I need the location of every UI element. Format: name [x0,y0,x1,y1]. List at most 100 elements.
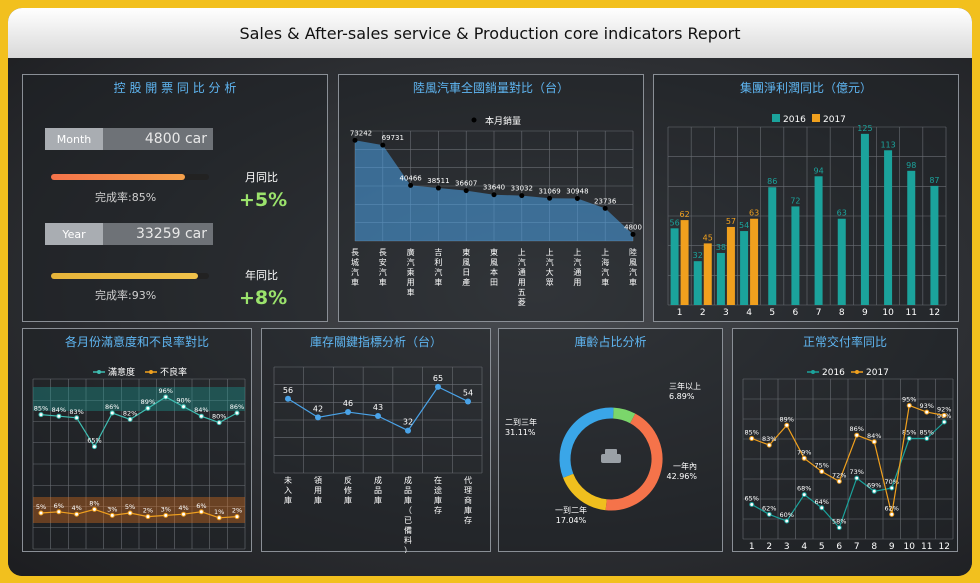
year-yoy-label: 年同比 [245,269,278,282]
sales-category-label: 吉 [434,248,442,257]
sales-value-label: 69731 [382,134,404,142]
year-progress-fill [51,273,198,279]
inventory-value-label: 43 [373,403,383,412]
delivery-value-label: 69% [867,481,881,489]
satisfaction-value-label: 89% [141,398,155,406]
delivery-tick-label: 11 [921,542,932,552]
delivery-tick-label: 5 [819,542,825,552]
delivery-point [784,518,790,524]
age-slice-label: 一到二年 [555,505,587,515]
legend-marker [149,370,153,374]
year-rate-text: 完成率:93% [95,289,157,302]
inventory-category-label: 料 [404,535,412,545]
profit-bar [791,206,800,305]
profit-value-label: 56 [669,218,679,227]
satisfaction-point [198,509,204,515]
profit-panel: 集團淨利潤同比（億元） 2016 2017 56 62 1 32 45 2 38 57 3 54 63 4… [653,74,959,322]
satisfaction-point [91,444,97,450]
month-yoy-value: +5% [239,189,288,211]
delivery-value-label: 70% [885,478,899,486]
month-rate-text: 完成率:85% [95,191,157,204]
satisfaction-point [74,511,80,517]
profit-tick-label: 3 [723,308,729,318]
inventory-value-label: 46 [343,399,353,408]
sales-category-label: 車 [601,277,609,287]
delivery-value-label: 95% [902,396,916,404]
satisfaction-value-label: 86% [105,403,119,411]
month-yoy-label: 月同比 [245,171,278,184]
satisfaction-point [234,410,240,416]
sales-category-label: 車 [407,287,415,297]
satisfaction-point [91,506,97,512]
inventory-category-label: 入 [284,486,292,495]
delivery-value-label: 84% [867,432,881,440]
delivery-tick-label: 10 [904,542,916,552]
month-progress-bar [51,174,209,180]
delivery-value-label: 75% [815,462,829,470]
sales-category-label: 汽 [601,267,609,277]
profit-tick-label: 4 [746,308,752,318]
satisfaction-value-label: 6% [196,502,206,510]
satisfaction-point [109,410,115,416]
profit-value-label: 54 [739,221,749,230]
delivery-tick-label: 4 [801,542,807,552]
inventory-category-label: 用 [314,486,322,495]
delivery-value-label: 92% [937,405,951,413]
sales-category-label: 汽 [546,257,554,267]
profit-bar [860,133,869,305]
inventory-value-label: 32 [403,418,413,427]
delivery-point [941,419,947,425]
satisfaction-value-label: 5% [36,503,46,511]
satisfaction-point [234,514,240,520]
inventory-category-label: 品 [404,486,412,495]
sales-value-label: 36607 [455,180,477,188]
delivery-point [941,412,947,418]
legend-swatch [812,114,820,122]
sales-value-label: 38511 [427,177,449,185]
satisfaction-value-label: 96% [159,387,173,395]
sales-value-label: 4800 [624,223,642,231]
sales-category-label: 長 [379,248,387,257]
sales-category-label: 汽 [518,257,526,267]
sales-category-label: 海 [601,257,609,267]
satisfaction-point [216,515,222,521]
inventory-category-label: 反 [344,475,352,485]
profit-bar [768,187,777,305]
sales-point [547,195,553,201]
sales-point [380,142,386,148]
sales-category-label: 菱 [518,297,526,307]
inventory-category-label: 庫 [284,495,292,505]
age-slice-pct: 17.04% [556,516,587,525]
satisfaction-point [181,404,187,410]
satisfaction-value-label: 80% [212,413,226,421]
delivery-line [751,421,945,529]
inventory-category-label: 庫 [404,495,412,505]
delivery-point [924,409,930,415]
year-progress-bar [51,273,209,279]
satisfaction-point [163,512,169,518]
delivery-point [784,422,790,428]
legend-marker [811,370,815,374]
inventory-value-label: 56 [283,386,293,395]
sales-category-label: 車 [379,277,387,287]
satisfaction-point [216,420,222,426]
sales-value-label: 23736 [594,197,617,205]
delivery-tick-label: 3 [784,542,790,552]
delivery-value-label: 72% [832,471,846,479]
legend-label: 滿意度 [108,366,135,378]
sales-category-label: 汽 [407,257,415,267]
profit-value-label: 125 [857,124,872,133]
sales-category-label: 廣 [407,247,415,257]
profit-tick-label: 1 [677,308,683,318]
sales-point [602,205,608,211]
inventory-point [345,409,351,416]
delivery-point [924,436,930,441]
delivery-point [871,439,877,445]
profit-bar [837,218,846,305]
sales-point [574,195,580,201]
car-icon-roof [605,449,617,455]
profit-value-label: 32 [693,251,703,260]
delivery-value-label: 93% [920,402,934,410]
profit-bar [740,231,749,305]
delivery-point [889,485,895,491]
